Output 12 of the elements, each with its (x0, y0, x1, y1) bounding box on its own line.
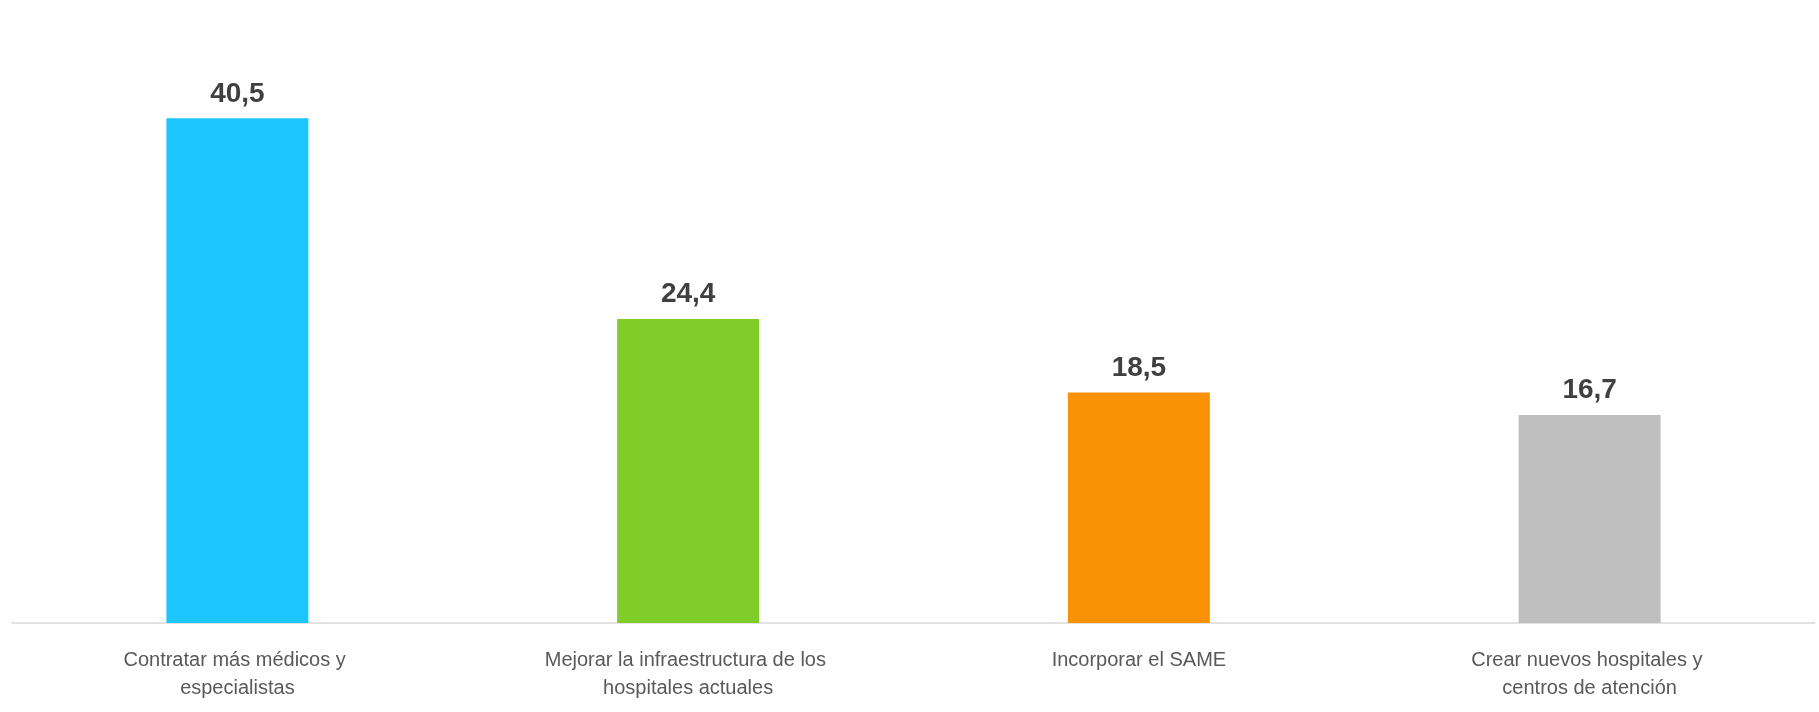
data-label: 18,5 (1111, 350, 1167, 382)
x-tick-label: Mejorar la infraestructura de los hospitales actuales (544, 648, 832, 698)
bar (166, 118, 309, 623)
x-tick-label: Crear nuevos hospitales y centros de atención (1471, 648, 1709, 698)
bar (1067, 392, 1210, 623)
x-tick-label: Incorporar el SAME (1051, 648, 1227, 670)
data-label: 24,4 (660, 277, 716, 309)
data-label: 40,5 (210, 76, 265, 108)
x-tick-label: Contratar más médicos y especialistas (123, 648, 352, 698)
bar (1518, 414, 1661, 623)
bar (617, 318, 760, 623)
data-label: 16,7 (1562, 373, 1617, 405)
